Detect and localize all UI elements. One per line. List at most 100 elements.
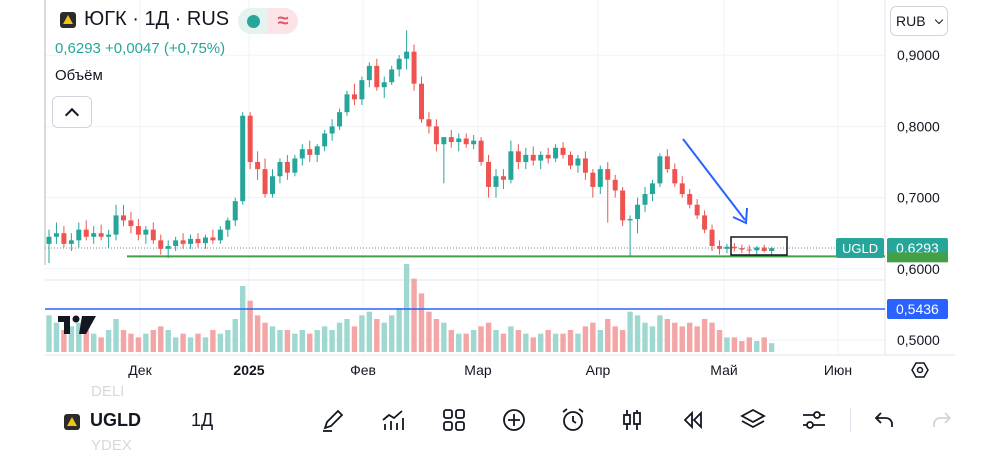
candle — [508, 140, 514, 184]
candle-body — [329, 126, 335, 134]
candle-body — [478, 140, 484, 162]
candle — [128, 211, 134, 234]
volume-bar — [76, 322, 82, 352]
collapse-legend-button[interactable] — [52, 96, 92, 128]
candle-body — [143, 229, 149, 235]
chart-title[interactable]: ЮГК · 1Д · RUS — [84, 8, 230, 30]
add-icon[interactable] — [499, 405, 529, 435]
volume-bar — [605, 319, 611, 352]
candles-icon[interactable] — [617, 405, 647, 435]
hexagon-dot — [916, 366, 924, 374]
volume-bar — [321, 326, 328, 352]
settings-icon[interactable] — [799, 405, 829, 435]
volume-bar — [396, 308, 402, 352]
candle-body — [448, 137, 454, 143]
candle — [687, 189, 693, 209]
symbol-logo-icon — [60, 12, 76, 28]
volume-bar — [612, 326, 618, 352]
hline-tag-bg — [887, 298, 948, 319]
candle — [292, 154, 298, 177]
volume-bar — [664, 319, 671, 352]
candle — [329, 119, 335, 141]
candle — [627, 215, 633, 256]
volume-bar — [187, 337, 194, 352]
market-status-icon[interactable] — [238, 8, 268, 34]
toolbar-interval[interactable]: 1Д — [191, 410, 214, 430]
candle-body — [98, 233, 104, 237]
volume-bar — [240, 286, 246, 352]
candle-body — [359, 80, 365, 100]
volume-bar — [374, 319, 380, 352]
volume-bar — [366, 311, 373, 352]
candle-body — [717, 246, 722, 249]
undo-icon[interactable] — [869, 405, 899, 435]
volume-bar — [560, 333, 566, 352]
candle-body — [523, 154, 529, 162]
candle-body — [158, 240, 164, 249]
delayed-data-icon[interactable]: ≈ — [268, 8, 298, 34]
volume-bar — [575, 333, 581, 352]
candle-body — [173, 240, 179, 247]
range-box — [730, 236, 788, 256]
candle — [605, 162, 611, 223]
volume-bar — [210, 330, 216, 352]
volume-bar — [701, 319, 708, 352]
volume-bar — [135, 337, 142, 352]
volume-bar — [523, 333, 529, 352]
indicators-icon[interactable] — [378, 405, 408, 435]
draw-icon[interactable] — [318, 405, 348, 435]
time-tick-label: Мар — [464, 362, 492, 378]
candle-body — [508, 151, 514, 180]
volume-bar — [359, 315, 365, 352]
candle — [426, 112, 432, 134]
layout-icon[interactable] — [439, 405, 469, 435]
candle-body — [374, 65, 380, 88]
time-axis[interactable]: Дек 2025 Фев Мар Апр Май Июн — [128, 362, 929, 378]
candle-body — [46, 236, 52, 244]
candle-body — [53, 233, 59, 237]
volume-bar — [180, 333, 186, 352]
redo-icon[interactable] — [927, 405, 957, 435]
candle — [113, 204, 119, 241]
volume-bar — [254, 315, 261, 352]
volume-bar — [165, 330, 171, 352]
candle — [694, 199, 700, 219]
volume-label[interactable]: Объём — [55, 67, 103, 84]
volume-bar — [739, 341, 745, 352]
candle-body — [433, 126, 439, 145]
candle — [419, 76, 424, 123]
candle — [448, 129, 454, 148]
volume-bar — [515, 330, 522, 352]
chevron-up-icon — [64, 107, 80, 122]
volume-bar — [389, 315, 395, 352]
candle-body — [188, 238, 194, 244]
candle-body — [694, 204, 700, 216]
candle — [98, 224, 104, 241]
volume-bar — [284, 330, 291, 352]
candle — [240, 112, 246, 205]
price-tick-label: 0,6000 — [897, 261, 940, 277]
volume-bar — [46, 315, 52, 352]
price-axis[interactable]: 0,9000 0,8000 0,7000 0,6000 0,5000 UGLD 0,6293… — [836, 47, 948, 348]
candle-body — [538, 154, 544, 161]
pane-separator — [44, 0, 955, 356]
candle-body — [486, 162, 492, 187]
candle-body — [225, 220, 231, 230]
currency-selector[interactable]: RUB — [890, 6, 948, 36]
candle-body — [605, 169, 611, 180]
candle — [672, 163, 678, 187]
candle-body — [128, 220, 134, 227]
candle-body — [664, 156, 670, 170]
price-tick-label: 0,8000 — [897, 118, 940, 134]
candle — [374, 58, 380, 91]
price-tick-label: 0,9000 — [897, 47, 940, 63]
volume-bar — [716, 330, 723, 352]
alert-icon[interactable] — [558, 405, 588, 435]
candle-body — [627, 218, 633, 221]
replay-icon[interactable] — [678, 405, 708, 435]
layers-icon[interactable] — [738, 405, 768, 435]
candle-body — [568, 154, 573, 166]
toolbar-symbol[interactable]: UGLD — [90, 410, 141, 430]
candle — [68, 233, 74, 251]
